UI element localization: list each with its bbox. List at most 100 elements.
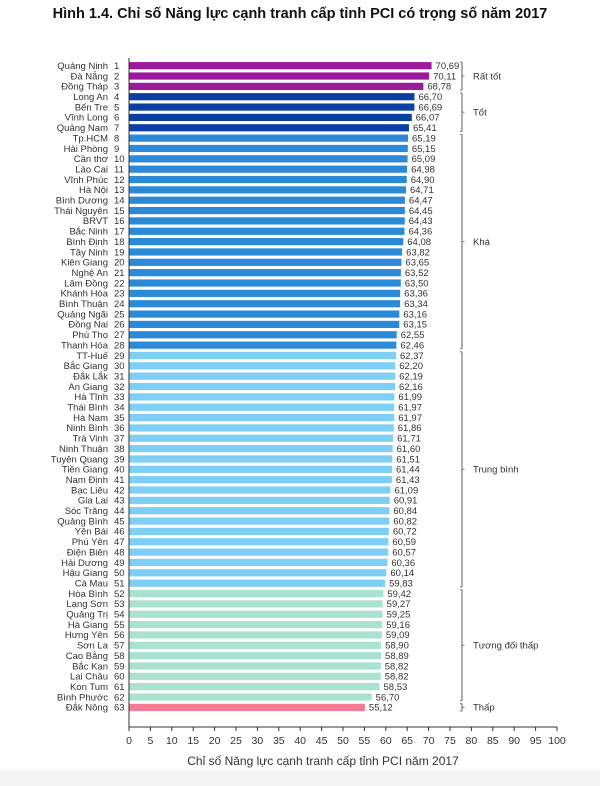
category-label: Phú Thọ [72, 330, 108, 341]
data-label: 64,36 [408, 227, 432, 238]
rank-label: 7 [114, 123, 119, 134]
category-label: Đồng Tháp [61, 82, 108, 93]
bar [129, 134, 409, 142]
x-tick-label: 65 [401, 735, 413, 747]
rank-label: 16 [114, 216, 125, 227]
bar [129, 289, 401, 297]
bar [129, 165, 408, 173]
x-tick-label: 90 [508, 735, 520, 747]
category-label: Bình Phước [57, 692, 108, 703]
rank-label: 54 [114, 610, 125, 621]
bar [129, 269, 401, 277]
group-brackets: Rất tốt Tốt Khá Trung bình Tương đối thấp Thấ… [460, 61, 538, 714]
bar [129, 362, 396, 370]
category-label: Hưng Yên [65, 630, 108, 641]
x-tick-label: 30 [252, 735, 264, 747]
bar [129, 703, 365, 711]
category-label: Tp.HCM [73, 133, 108, 144]
rank-label: 14 [114, 196, 125, 207]
bar [129, 93, 415, 101]
rank-label: 26 [114, 320, 125, 331]
rank-label: 42 [114, 485, 125, 496]
rank-label: 43 [114, 496, 125, 507]
data-label: 63,34 [404, 299, 428, 310]
rank-label: 21 [114, 268, 125, 279]
data-label: 61,44 [396, 465, 420, 476]
rank-label: 61 [114, 682, 125, 693]
bar [129, 517, 390, 525]
bar [129, 610, 383, 618]
bar [129, 300, 401, 308]
data-label: 63,15 [403, 320, 427, 331]
bar [129, 175, 407, 184]
bar [129, 186, 406, 194]
rank-label: 59 [114, 661, 125, 672]
x-tick-label: 15 [187, 735, 199, 747]
group-label: Thấp [473, 703, 495, 714]
data-label: 61,09 [394, 485, 418, 496]
bar [129, 413, 395, 422]
bar [129, 476, 392, 484]
rank-label: 46 [114, 527, 125, 538]
category-label: Điện Biên [67, 547, 108, 558]
data-label: 64,08 [407, 237, 431, 248]
rank-label: 49 [114, 558, 125, 569]
bar [129, 652, 382, 660]
data-label: 70,69 [436, 61, 460, 72]
category-label: Quảng Nam [57, 123, 108, 134]
rank-label: 63 [114, 703, 125, 714]
data-label: 61,86 [398, 423, 422, 434]
rank-label: 32 [114, 382, 125, 393]
data-label: 62,20 [399, 361, 423, 372]
rank-label: 23 [114, 289, 125, 300]
data-label: 63,36 [404, 289, 428, 300]
bar [129, 445, 393, 453]
data-label: 61,60 [397, 444, 421, 455]
bar [129, 279, 401, 287]
bar [129, 351, 396, 360]
category-label: Tuyên Quang [51, 454, 108, 465]
category-label: Thái Bình [67, 403, 108, 414]
bar [129, 465, 392, 473]
x-tick-label: 40 [294, 735, 306, 747]
bar [129, 579, 386, 587]
category-label: Vĩnh Long [65, 113, 108, 124]
data-label: 62,37 [400, 351, 424, 362]
bar [129, 217, 405, 225]
rank-label: 8 [114, 133, 119, 144]
bar [129, 393, 395, 401]
data-label: 60,82 [393, 516, 417, 527]
bar [129, 331, 397, 339]
data-label: 68,78 [427, 82, 451, 93]
group-label: Trung bình [473, 465, 519, 476]
group-label: Tương đối thấp [473, 641, 538, 652]
x-axis-label: Chỉ số Năng lực cạnh tranh cấp tỉnh PCI … [187, 754, 459, 768]
rank-label: 20 [114, 258, 125, 269]
category-label: Đắk Lắk [73, 371, 108, 382]
category-label: Bạc Liêu [71, 485, 108, 496]
rank-label: 29 [114, 351, 125, 362]
bar [129, 155, 408, 163]
category-label: Ninh Thuận [59, 444, 108, 455]
bar [129, 538, 389, 546]
category-label: Thanh Hóa [61, 340, 109, 351]
category-label: Kon Tum [70, 682, 108, 693]
bar [129, 507, 390, 515]
data-label: 62,55 [401, 330, 425, 341]
x-tick-label: 20 [209, 735, 221, 747]
data-label: 61,99 [398, 392, 422, 403]
bar [129, 382, 396, 391]
category-label: Yên Bái [75, 527, 108, 538]
data-label: 62,16 [399, 382, 423, 393]
bar [129, 206, 405, 215]
rank-label: 6 [114, 113, 119, 124]
category-label: Tiền Giang [62, 465, 108, 476]
x-tick-label: 80 [466, 735, 478, 747]
category-label: Trà Vinh [73, 434, 108, 445]
category-label: Tây Ninh [70, 247, 108, 258]
bar [129, 496, 390, 504]
data-label: 64,45 [409, 206, 433, 217]
rank-label: 58 [114, 651, 125, 662]
category-label: Nam Định [66, 475, 108, 486]
category-label: Bắc Ninh [69, 227, 108, 238]
